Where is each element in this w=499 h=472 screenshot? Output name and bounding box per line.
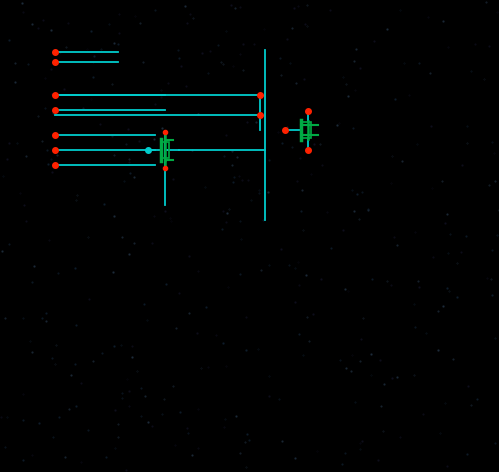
Bar bbox=[162, 142, 169, 159]
Bar bbox=[302, 122, 311, 138]
